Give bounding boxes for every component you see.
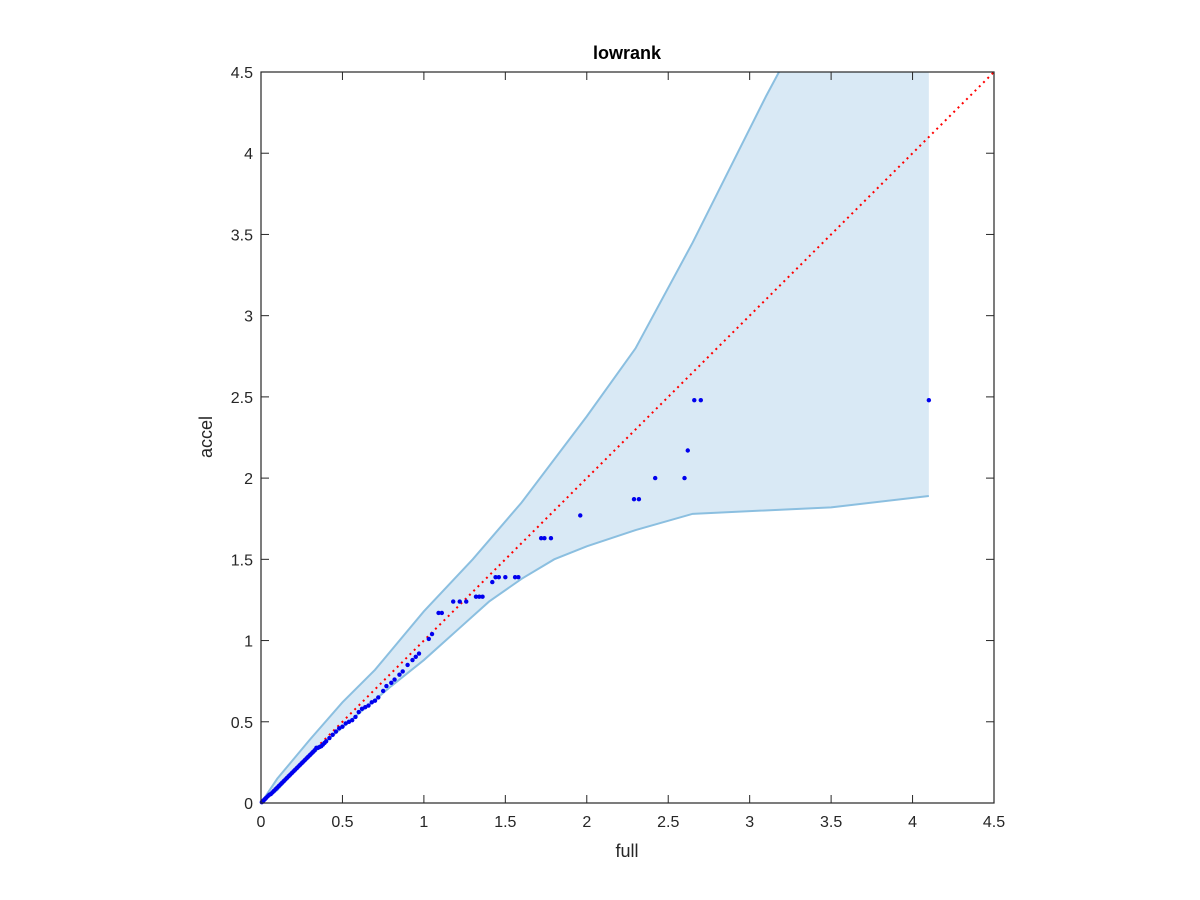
y-tick-label: 3.5 — [231, 227, 253, 244]
band-upper-edge — [261, 72, 780, 803]
data-point — [682, 475, 687, 481]
data-point — [480, 594, 485, 599]
y-tick-label: 2.5 — [231, 390, 253, 407]
data-point — [926, 397, 932, 403]
x-tick-label: 3.5 — [820, 814, 842, 831]
data-point — [542, 536, 547, 541]
data-point — [652, 475, 658, 481]
y-tick-label: 0 — [244, 796, 253, 813]
chart-title: lowrank — [593, 43, 662, 63]
y-tick-label: 3 — [244, 309, 253, 326]
y-tick-label: 0.5 — [231, 715, 253, 732]
data-point — [400, 669, 405, 674]
y-tick-label: 4 — [244, 146, 253, 163]
data-point — [376, 695, 381, 700]
data-point — [464, 599, 469, 604]
data-point — [698, 397, 703, 403]
data-point — [346, 719, 352, 724]
data-point — [389, 680, 394, 685]
data-point — [410, 657, 415, 663]
data-point — [350, 717, 355, 723]
data-point — [548, 536, 554, 541]
data-point — [429, 631, 435, 637]
x-tick-label: 2.5 — [657, 814, 679, 831]
data-point — [496, 575, 502, 580]
data-point — [416, 651, 422, 656]
data-point — [392, 677, 397, 682]
x-tick-label: 4 — [908, 814, 917, 831]
data-point — [490, 579, 495, 585]
x-tick-label: 1.5 — [494, 814, 516, 831]
x-tick-label: 0 — [257, 814, 266, 831]
data-point — [503, 575, 508, 580]
data-point — [578, 513, 583, 518]
confidence-band — [261, 72, 929, 803]
y-tick-label: 4.5 — [231, 65, 253, 82]
data-point — [473, 594, 479, 599]
y-tick-label: 2 — [244, 471, 253, 488]
data-point — [333, 729, 339, 734]
data-point — [384, 683, 389, 689]
data-point — [439, 610, 445, 616]
data-point — [692, 397, 697, 403]
x-tick-label: 3 — [745, 814, 754, 831]
data-point — [457, 599, 462, 604]
data-point — [538, 536, 544, 541]
data-point — [359, 706, 365, 711]
y-tick-label: 1 — [244, 634, 253, 651]
x-tick-label: 0.5 — [331, 814, 353, 831]
data-point — [356, 709, 361, 715]
data-point — [516, 575, 521, 580]
data-point — [336, 726, 342, 731]
data-point — [353, 714, 358, 720]
x-axis-label: full — [615, 841, 638, 861]
axes-box — [260, 71, 995, 804]
data-point — [436, 610, 441, 616]
data-point — [512, 575, 518, 580]
data-point — [366, 703, 371, 708]
data-point — [631, 497, 637, 502]
data-point — [636, 497, 642, 502]
data-point — [493, 575, 498, 580]
x-tick-label: 4.5 — [983, 814, 1005, 831]
data-point — [397, 672, 402, 677]
plot-area: 0 0.5 1 1.5 2 2.5 3 3.5 4 4.5 0 0.5 1 1.5 2 2.5 3 3.5 4 4.5 — [231, 65, 1005, 831]
data-point — [426, 636, 431, 642]
y-tick-label: 1.5 — [231, 552, 253, 569]
x-tick-label: 1 — [419, 814, 428, 831]
x-tick-label: 2 — [582, 814, 591, 831]
data-point — [340, 724, 345, 729]
data-point — [323, 739, 329, 744]
data-point — [369, 700, 374, 705]
data-point — [413, 654, 418, 659]
data-point — [685, 448, 690, 453]
data-point — [477, 594, 482, 599]
data-point — [363, 704, 368, 710]
reference-line — [261, 72, 994, 803]
data-point — [405, 662, 410, 668]
data-point — [380, 688, 386, 694]
y-axis-label: accel — [196, 416, 216, 458]
data-point — [372, 698, 378, 703]
data-point — [451, 599, 456, 604]
data-point — [330, 732, 335, 737]
data-point — [327, 735, 332, 741]
data-point — [343, 721, 348, 726]
